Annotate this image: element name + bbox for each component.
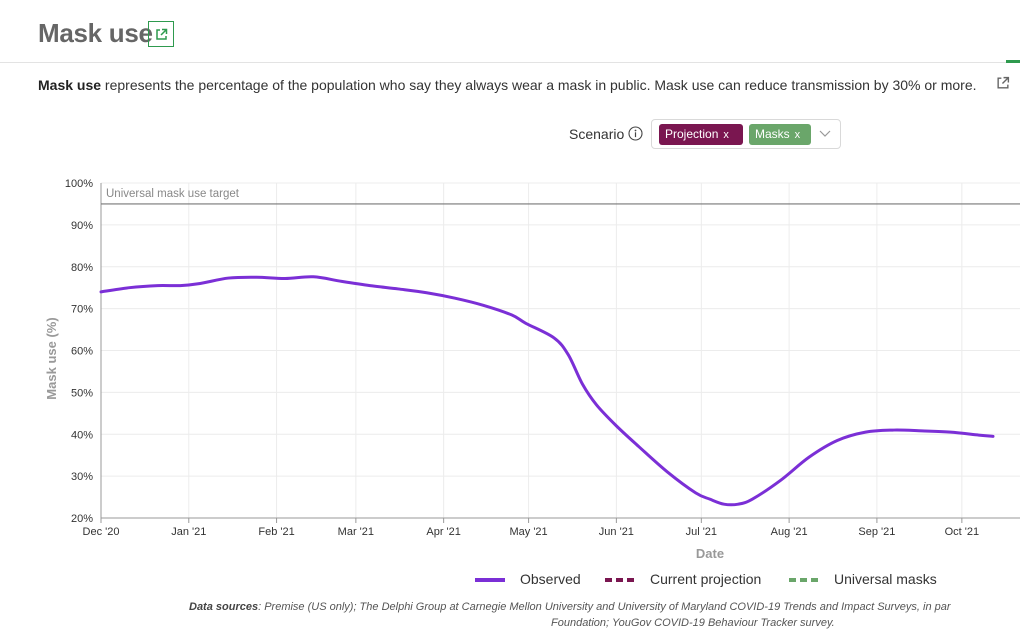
y-tick-label: 80% — [71, 262, 93, 274]
chip-projection-label: Projection — [665, 127, 719, 141]
title-external-link-button[interactable] — [148, 21, 174, 47]
description: Mask use represents the percentage of th… — [38, 77, 977, 93]
x-tick-label: Dec '20 — [83, 526, 120, 538]
legend-label-observed: Observed — [520, 571, 581, 587]
description-text: represents the percentage of the populat… — [101, 77, 977, 93]
legend-label-current-projection: Current projection — [650, 571, 762, 587]
y-tick-label: 100% — [65, 178, 93, 190]
chip-masks-label: Masks — [755, 127, 790, 141]
y-axis-title: Mask use (%) — [44, 317, 59, 399]
y-tick-label: 20% — [71, 513, 93, 525]
x-tick-label: Aug '21 — [771, 526, 808, 538]
sources-line-1: Data sources: Premise (US only); The Del… — [189, 601, 951, 613]
series-line-observed[interactable] — [99, 275, 995, 507]
sources-text-2: Foundation; YouGov COVID-19 Behaviour Tr… — [551, 617, 835, 629]
page-title: Mask use — [38, 18, 153, 48]
sources-label: Data sources — [189, 601, 259, 613]
y-tick-label: 90% — [71, 220, 93, 232]
y-tick-label: 30% — [71, 471, 93, 483]
legend-swatch-current-projection — [605, 578, 635, 582]
external-link-icon — [997, 76, 1010, 89]
scenario-select[interactable]: Projection x Masks x — [651, 119, 841, 149]
chip-projection[interactable]: Projection x — [659, 124, 743, 145]
scenario-label: Scenario — [569, 126, 625, 142]
chevron-down-icon[interactable] — [818, 128, 832, 140]
x-tick-label: May '21 — [509, 526, 547, 538]
x-tick-label: Oct '21 — [945, 526, 980, 538]
chip-projection-remove[interactable]: x — [723, 129, 729, 141]
x-tick-label: Sep '21 — [858, 526, 895, 538]
x-tick-label: Jul '21 — [686, 526, 717, 538]
page-header: Mask use — [0, 0, 1020, 63]
x-tick-label: Feb '21 — [258, 526, 294, 538]
x-tick-label: Mar '21 — [338, 526, 374, 538]
x-tick-label: Apr '21 — [426, 526, 461, 538]
x-axis-title: Date — [696, 546, 724, 561]
chip-masks-remove[interactable]: x — [794, 129, 801, 141]
description-external-link-button[interactable] — [996, 76, 1012, 92]
info-icon[interactable] — [628, 126, 643, 141]
description-bold: Mask use — [38, 77, 102, 93]
y-tick-label: 70% — [71, 304, 93, 316]
legend-label-universal-masks: Universal masks — [834, 571, 937, 587]
chip-masks[interactable]: Masks x — [749, 124, 811, 145]
universal-target-label: Universal mask use target — [106, 188, 240, 200]
y-tick-label: 60% — [71, 346, 93, 358]
legend-swatch-observed — [475, 578, 505, 582]
x-tick-label: Jun '21 — [599, 526, 634, 538]
mask-use-chart: 20% 30% 40% 50% 60% 70% 80% 90% 100% Dec '20 Jan '… — [44, 178, 1020, 561]
y-tick-label: 50% — [71, 387, 93, 399]
external-link-icon — [155, 28, 167, 40]
x-tick-label: Jan '21 — [171, 526, 206, 538]
legend-swatch-universal-masks — [789, 578, 819, 582]
y-tick-label: 40% — [71, 429, 93, 441]
sources-text-1: : Premise (US only); The Delphi Group at… — [258, 601, 951, 613]
header-accent-bar — [1006, 60, 1020, 63]
